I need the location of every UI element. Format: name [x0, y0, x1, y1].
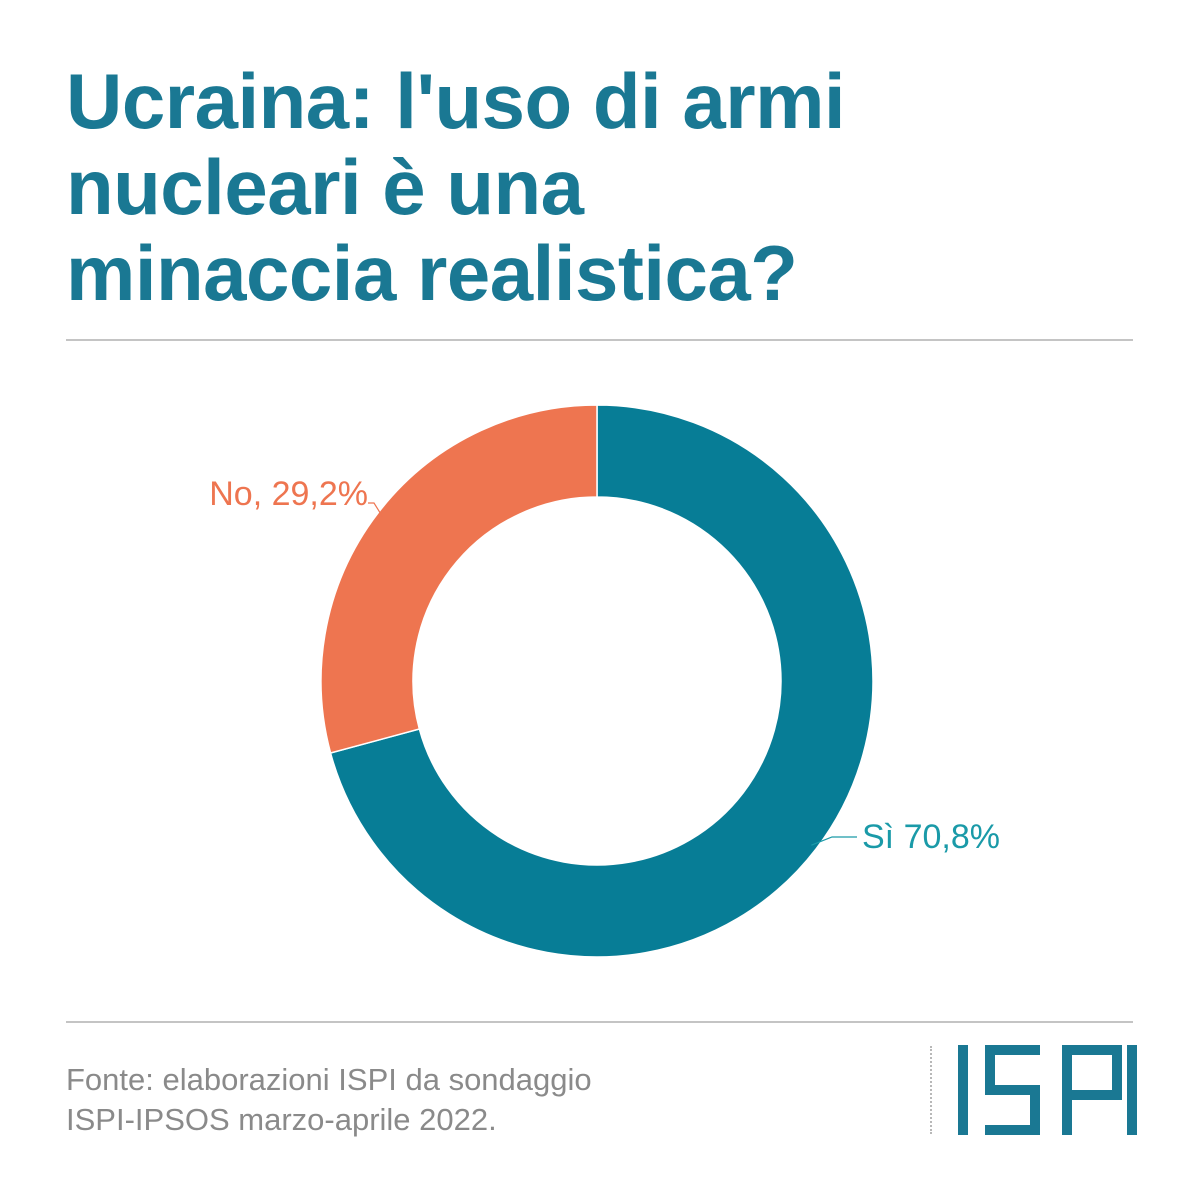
data-label-si: Sì 70,8%: [862, 818, 1000, 856]
chart-title: Ucraina: l'uso di armi nucleari è una mi…: [66, 58, 1146, 316]
title-line-3: minaccia realistica?: [66, 229, 798, 317]
ispi-logo: [958, 1045, 1137, 1135]
donut-slices: [320, 404, 874, 958]
top-divider: [66, 339, 1133, 341]
data-label-no: No, 29,2%: [209, 475, 368, 513]
source-line-1: Fonte: elaborazioni ISPI da sondaggio: [66, 1062, 592, 1097]
slice-si: [329, 404, 874, 958]
slice-no: [320, 404, 598, 754]
source-line-2: ISPI-IPSOS marzo-aprile 2022.: [66, 1102, 497, 1137]
title-line-1: Ucraina: l'uso di armi: [66, 57, 846, 145]
source-note: Fonte: elaborazioni ISPI da sondaggio IS…: [66, 1060, 846, 1140]
donut-labels: Sì 70,8% No, 29,2%: [209, 475, 1000, 856]
bottom-divider: [66, 1021, 1133, 1023]
leader-line-no: [368, 502, 384, 518]
title-line-2: nucleari è una: [66, 143, 584, 231]
leader-line-si: [811, 836, 857, 846]
logo-divider: [930, 1046, 932, 1134]
